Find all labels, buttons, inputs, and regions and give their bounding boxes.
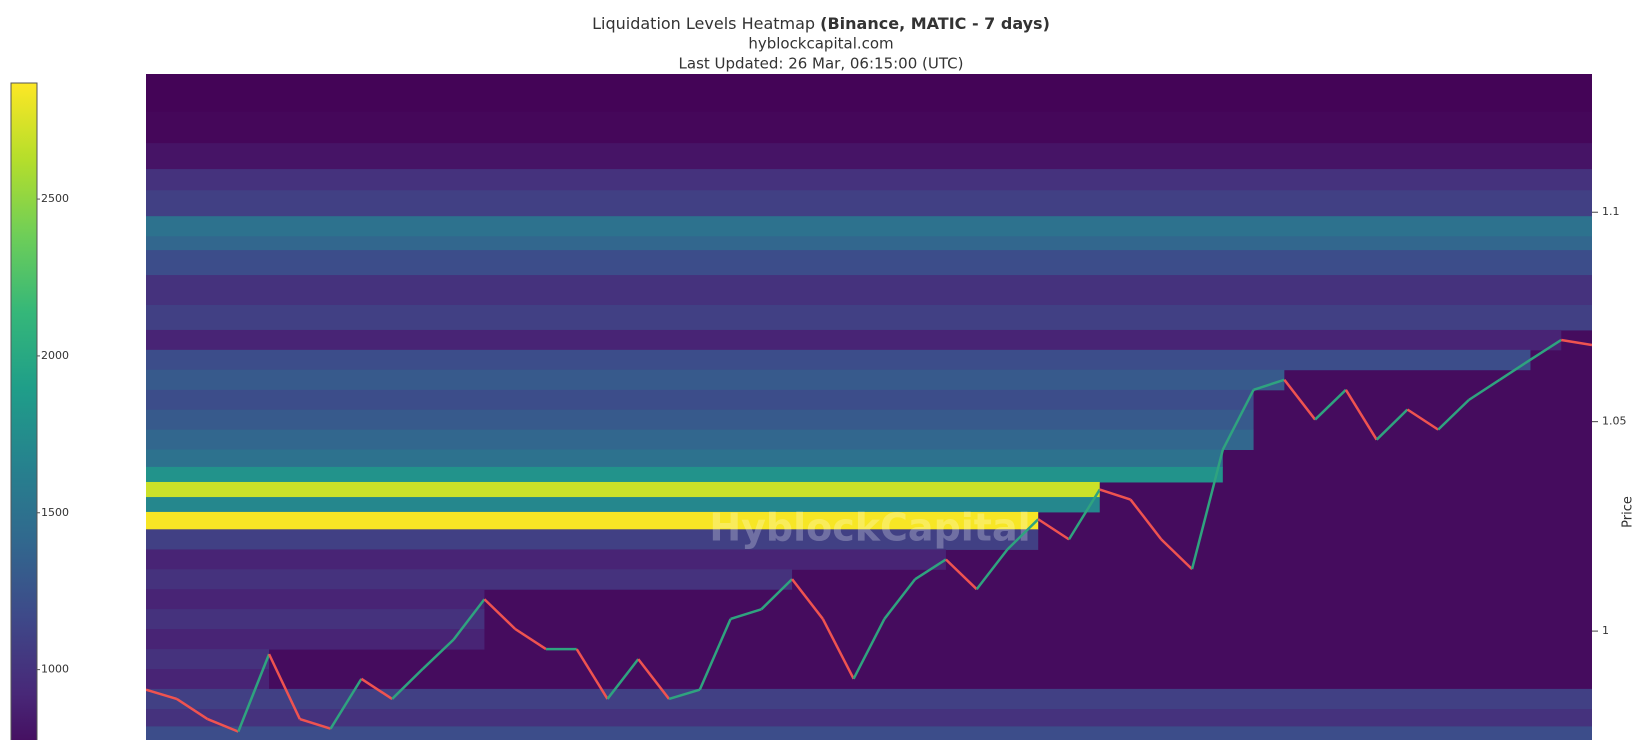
price-segment (1529, 338, 1562, 361)
colorbar-scale (10, 82, 38, 740)
price-segment (698, 618, 732, 691)
price-segment (1221, 389, 1255, 451)
heat-band (146, 481, 1100, 498)
heat-band (146, 111, 1592, 144)
last-updated: Last Updated: 26 Mar, 06:15:00 (UTC) (679, 55, 964, 73)
colorbar: 1000 1500 2000 2500 (10, 82, 69, 740)
subtitle: hyblockcapital.com (748, 35, 893, 53)
price-segment (1253, 378, 1285, 392)
price-segment (1468, 378, 1501, 401)
price-segment (422, 638, 455, 670)
heat-band (146, 329, 1562, 351)
price-segment (176, 697, 209, 721)
y-axis-title: Price (1621, 496, 1636, 528)
y-tick-label: 1.1 (1602, 205, 1620, 218)
price-segment (1099, 488, 1131, 501)
heat-band (146, 609, 485, 630)
price-segment (237, 653, 271, 733)
price-segment (760, 578, 793, 611)
heat-band (146, 549, 946, 570)
price-segment (1160, 538, 1193, 571)
price-segment (1314, 388, 1347, 421)
plot-area: HyblockCapital (146, 74, 1592, 740)
heat-band (146, 497, 1100, 513)
price-segment (821, 618, 855, 680)
heat-band (146, 169, 1592, 191)
heat-band (146, 511, 1039, 530)
price-segment (146, 688, 178, 701)
price-segment (452, 598, 486, 641)
heat-band (146, 389, 1254, 411)
price-segment (975, 548, 1009, 590)
price-segment (914, 558, 947, 581)
price-segment (1406, 408, 1439, 431)
heat-band (146, 305, 1592, 331)
heat-band (146, 236, 1592, 251)
price-segment (637, 658, 671, 700)
price-segment (1129, 498, 1163, 541)
heat-band (146, 649, 270, 670)
title-bold: (Binance, MATIC - 7 days) (820, 14, 1050, 33)
heat-band (146, 275, 1592, 306)
heat-band (146, 669, 270, 690)
heat-band (146, 409, 1254, 431)
price-segment (1499, 358, 1532, 381)
price-segment (606, 658, 640, 700)
price-segment (852, 618, 886, 680)
heat-band (146, 369, 1285, 391)
price-segment (207, 717, 239, 733)
watermark: HyblockCapital (709, 506, 1030, 550)
heat-band (146, 629, 485, 650)
price-segment (1067, 488, 1101, 541)
colorbar-tick-label: 1500 (41, 506, 69, 519)
heat-band (146, 250, 1592, 276)
colorbar-tick-label: 1000 (41, 663, 69, 676)
heat-band (146, 143, 1592, 170)
price-segment (791, 578, 824, 620)
price-segment (1037, 518, 1070, 541)
y-tick-label: 1.05 (1602, 415, 1627, 428)
heat-band (146, 688, 1592, 710)
price-segment (945, 558, 978, 591)
price-segment (730, 608, 762, 621)
heat-band (146, 190, 1592, 217)
heat-band (146, 449, 1223, 468)
price-segment (883, 578, 917, 620)
price-segment (483, 598, 517, 630)
price-segment (1561, 338, 1592, 347)
heat-band (146, 74, 1592, 113)
heat-band (146, 569, 793, 590)
title-main: Liquidation Levels Heatmap (592, 14, 815, 33)
price-segment (575, 648, 609, 700)
heat-band (146, 709, 1592, 727)
heat-band (146, 349, 1531, 371)
price-segment (1006, 518, 1040, 551)
price-segment (1190, 449, 1225, 570)
heat-band (146, 216, 1592, 237)
heat-band (146, 589, 485, 610)
heat-band (146, 726, 1592, 740)
heat-band (146, 429, 1254, 451)
price-segment (1344, 389, 1378, 441)
axis: 1 1.05 1.1 (1592, 205, 1627, 637)
price-segment (514, 627, 547, 651)
heat-band (146, 466, 1223, 483)
colorbar-tick-label: 2500 (41, 192, 69, 205)
y-tick-label: 1 (1602, 624, 1609, 637)
price-segment (1437, 398, 1470, 431)
price-segment (668, 688, 701, 701)
heat-band (146, 529, 1039, 550)
price-segment (299, 717, 331, 730)
price-segment (329, 678, 363, 730)
chart-title: Liquidation Levels Heatmap (Binance, MAT… (592, 14, 1050, 33)
colorbar-tick-label: 2000 (41, 349, 69, 362)
price-segment (1375, 408, 1409, 441)
price-segment (391, 667, 424, 700)
price-segment (267, 653, 301, 720)
price-segment (1283, 379, 1317, 421)
price-segment (360, 677, 393, 700)
